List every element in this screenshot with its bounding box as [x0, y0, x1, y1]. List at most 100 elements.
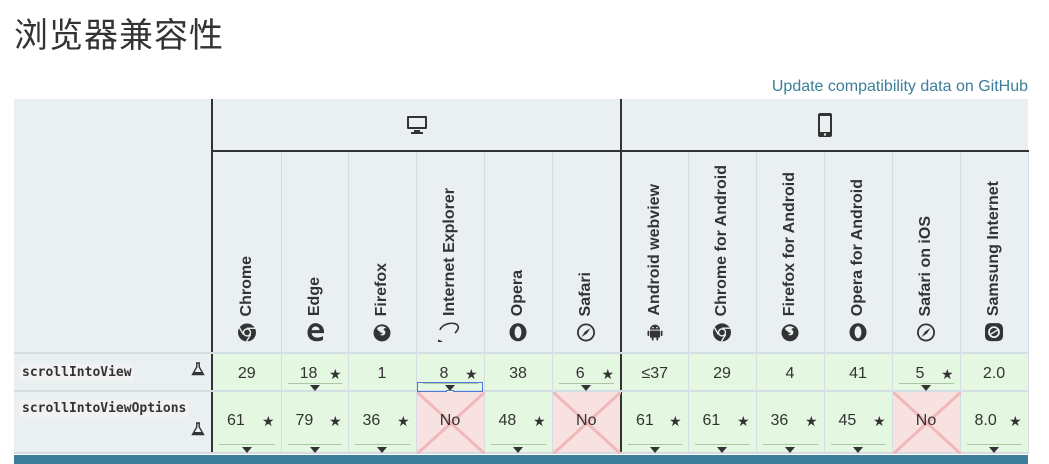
browser-name: Samsung Internet	[985, 180, 1002, 316]
android-icon	[645, 322, 665, 342]
support-version: 61	[227, 412, 245, 429]
browser-name: Safari	[577, 271, 595, 316]
history-underline	[354, 444, 410, 445]
support-cell[interactable]: 8 ★	[416, 353, 485, 397]
edge-icon	[305, 322, 325, 342]
mobile-icon	[622, 112, 1028, 138]
browser-name: Internet Explorer	[441, 187, 458, 316]
expand-history-arrow-icon[interactable]	[853, 447, 863, 453]
browser-name: Android webview	[645, 184, 663, 316]
support-version: 5	[915, 365, 925, 382]
support-version: 29	[713, 365, 731, 382]
expand-history-arrow-icon[interactable]	[241, 447, 252, 453]
svg-text:e: e	[438, 339, 453, 342]
browser-name: Firefox for Android	[781, 171, 798, 316]
platform-mobile	[621, 99, 1028, 152]
browser-header: Chrome	[212, 151, 282, 354]
support-version: 36	[770, 412, 789, 429]
expand-history-arrow-icon[interactable]	[377, 447, 387, 453]
no-support-cell: No	[892, 391, 961, 454]
expand-history-arrow-icon[interactable]	[581, 385, 592, 391]
expand-history-arrow-icon[interactable]	[513, 447, 523, 453]
browser-name: Opera for Android	[849, 178, 866, 316]
support-cell[interactable]: 6 ★	[552, 353, 622, 392]
support-cell: 29	[212, 353, 282, 392]
expand-history-arrow-icon[interactable]	[649, 447, 660, 453]
table-corner	[14, 99, 213, 354]
support-cell[interactable]: 36 ★	[756, 391, 825, 454]
experimental-flask-icon	[191, 362, 205, 376]
support-cell[interactable]: 48 ★	[484, 391, 553, 454]
safari-icon	[576, 322, 596, 342]
support-version: 18	[299, 365, 318, 382]
browser-name: Chrome	[237, 255, 255, 316]
support-version: No	[915, 412, 937, 429]
support-version: ≤37	[641, 365, 669, 382]
expand-history-arrow-icon[interactable]	[309, 385, 320, 391]
support-version: 48	[498, 412, 517, 429]
opera-icon	[508, 322, 528, 342]
support-version: 4	[785, 365, 795, 382]
compat-table: Chrome Edge Firefox e Internet Explorer Opera…	[14, 99, 1029, 454]
support-version: 2.0	[982, 365, 1006, 382]
support-cell[interactable]: 36 ★	[348, 391, 417, 454]
no-support-cell: No	[552, 391, 622, 454]
notes-star-icon: ★	[601, 366, 614, 382]
expand-history-arrow-icon[interactable]	[717, 447, 727, 453]
no-support-cell: No	[416, 391, 485, 454]
desktop-icon	[213, 115, 620, 135]
support-cell[interactable]: 61 ★	[212, 391, 282, 454]
expand-history-arrow-icon[interactable]	[785, 447, 795, 453]
notes-star-icon: ★	[1008, 413, 1022, 429]
notes-star-icon: ★	[668, 413, 682, 429]
browser-name: Chrome for Android	[713, 164, 730, 316]
support-version: 45	[838, 412, 857, 429]
browser-header: e Internet Explorer	[416, 151, 485, 354]
browser-header: Opera for Android	[824, 151, 893, 354]
expand-history-arrow-icon[interactable]	[445, 385, 455, 391]
chrome-icon	[237, 322, 257, 342]
support-version: No	[439, 412, 461, 429]
platform-desktop	[212, 99, 622, 152]
support-cell[interactable]: 5 ★	[892, 353, 961, 392]
support-version: No	[576, 412, 597, 429]
support-cell[interactable]: 8.0 ★	[960, 391, 1029, 454]
notes-star-icon: ★	[940, 366, 954, 382]
expand-history-arrow-icon[interactable]	[989, 447, 999, 453]
no-support-cross	[416, 392, 485, 454]
expand-history-arrow-icon[interactable]	[921, 385, 931, 391]
history-underline	[558, 383, 614, 384]
browser-header: Safari on iOS	[892, 151, 961, 354]
ie-icon: e	[438, 322, 460, 342]
support-version: 1	[377, 365, 387, 382]
notes-star-icon: ★	[532, 413, 546, 429]
notes-star-icon: ★	[464, 366, 478, 382]
no-support-cross	[552, 392, 621, 454]
support-cell[interactable]: 18 ★	[281, 353, 349, 392]
support-version: 36	[362, 412, 381, 429]
support-version: 6	[575, 365, 585, 382]
notes-star-icon: ★	[328, 366, 342, 382]
support-version: 8	[439, 365, 449, 382]
expand-history-arrow-icon[interactable]	[309, 447, 320, 453]
support-cell[interactable]: 79 ★	[281, 391, 349, 454]
chrome-icon	[712, 322, 732, 342]
feature-name-cell: scrollIntoViewOptions	[14, 391, 213, 454]
history-underline	[694, 444, 750, 445]
browser-header: Firefox	[348, 151, 417, 354]
browser-header: Safari	[552, 151, 622, 354]
browser-header: Chrome for Android	[688, 151, 757, 354]
support-cell[interactable]: 61 ★	[688, 391, 757, 454]
experimental-flask-icon	[191, 422, 205, 436]
update-compat-data-link[interactable]: Update compatibility data on GitHub	[771, 78, 1028, 95]
browser-header: Samsung Internet	[960, 151, 1029, 354]
support-cell[interactable]: 61 ★	[621, 391, 689, 454]
history-underline	[762, 444, 818, 445]
feature-name: scrollIntoView	[20, 364, 134, 381]
browser-name: Edge	[305, 276, 323, 316]
support-cell[interactable]: 45 ★	[824, 391, 893, 454]
history-underline	[830, 444, 886, 445]
support-version: 61	[636, 412, 654, 429]
history-underline	[628, 444, 682, 445]
support-version: 79	[295, 412, 314, 429]
